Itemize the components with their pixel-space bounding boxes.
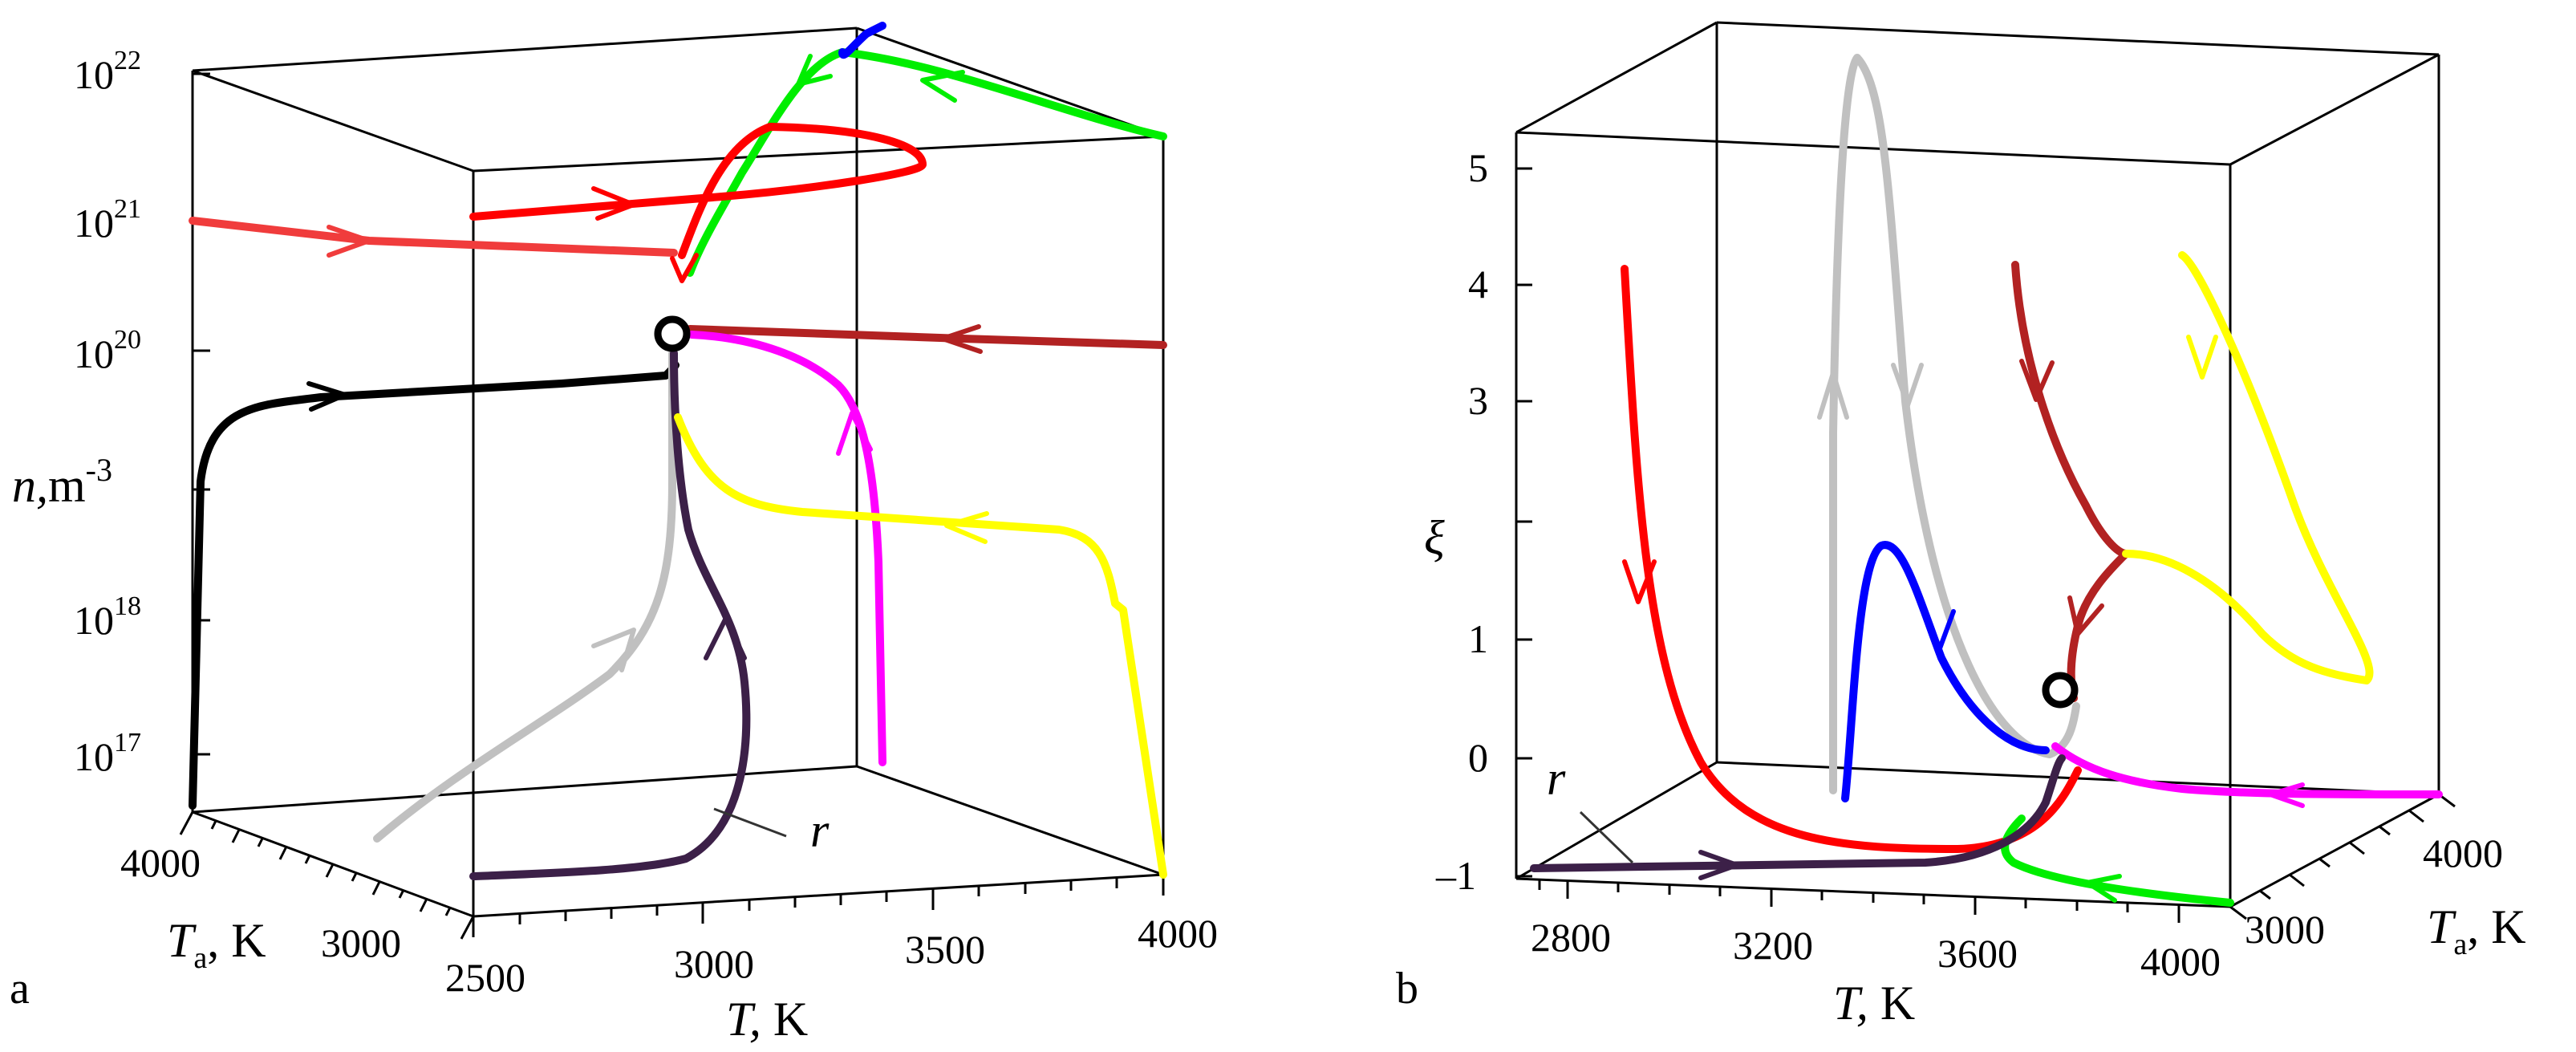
- panel-a-z-tick-label: 1018: [74, 591, 141, 643]
- panel-b-y-ticks: [2229, 793, 2456, 920]
- a-series-blue: [838, 22, 886, 59]
- a-series-purple-r: [469, 349, 751, 880]
- b-fixed-point: [2042, 672, 2079, 709]
- b-arrow-brown-2: [2067, 595, 2104, 636]
- panel-b-z-tick-label: –1: [1435, 853, 1476, 898]
- panel-a-z-axis-label: n,m-3: [12, 452, 112, 512]
- a-series-gray: [373, 349, 676, 843]
- panel-a-x-tick-label: 2500: [445, 955, 525, 1000]
- panel-b-z-tick-label: 5: [1468, 145, 1488, 190]
- panel-b-z-tick-label: 4: [1468, 262, 1488, 307]
- b-series-yellow: [2122, 251, 2374, 684]
- panel-b-z-tick-label: 1: [1468, 616, 1488, 661]
- panel-a: 1022 1021 1020 1018 1017 n,m-3 2500 300: [10, 22, 1218, 1046]
- b-arrow-gray-up: [1817, 371, 1849, 420]
- a-arrow-red-upper: [591, 186, 636, 221]
- panel-b-x-axis-label: T, K: [1833, 977, 1915, 1030]
- a-arrow-magenta: [836, 411, 873, 456]
- a-series-yellow: [674, 413, 1167, 879]
- panel-a-annotation-line: [713, 807, 787, 838]
- panel-a-z-tick-label: 1021: [74, 194, 141, 246]
- a-arrow-green: [920, 70, 965, 103]
- panel-b-annotation-line: [1579, 810, 1634, 864]
- a-arrow-red-left: [327, 225, 371, 258]
- panel-b-series: [1530, 54, 2443, 907]
- b-arrow-green: [2085, 874, 2122, 903]
- a-arrow-purple: [704, 615, 747, 660]
- panel-b-z-axis-label: ξ: [1424, 511, 1445, 564]
- panel-a-y-ticks: [179, 811, 475, 940]
- a-arrow-gray: [591, 628, 636, 672]
- panel-a-x-ticks: [472, 875, 1165, 937]
- panel-b-box: [1515, 21, 2440, 908]
- panel-b-x-tick-label: 3200: [1733, 923, 1813, 968]
- a-fixed-point: [654, 315, 691, 352]
- b-arrow-red: [1622, 559, 1657, 604]
- b-arrow-magenta: [2268, 782, 2305, 808]
- a-series-black: [189, 361, 679, 810]
- a-series-magenta: [688, 331, 886, 766]
- panel-a-box: [191, 26, 1165, 918]
- panel-a-label: a: [10, 964, 30, 1013]
- b-series-green: [2001, 814, 2234, 907]
- panel-b-arrows: [1622, 335, 2305, 903]
- a-series-brown: [686, 325, 1167, 349]
- panel-a-series: [189, 22, 1167, 880]
- panel-a-z-tick-label: 1020: [74, 325, 141, 376]
- panel-b-label: b: [1396, 964, 1418, 1013]
- a-arrow-yellow: [944, 511, 989, 544]
- b-arrow-purple: [1698, 850, 1739, 880]
- a-arrow-brown: [940, 324, 983, 354]
- panel-a-x-axis-label: T, K: [726, 993, 808, 1046]
- panel-b: 5 4 3 1 0 –1 ξ 2800 3200 3600 4000 T, K: [1396, 21, 2526, 1030]
- panel-b-x-tick-label: 3600: [1937, 931, 2018, 976]
- a-arrow-red-tip: [670, 253, 699, 283]
- panel-a-x-tick-label: 3500: [905, 927, 985, 972]
- panel-a-x-tick-label: 3000: [674, 941, 754, 986]
- b-series-purple-r: [1530, 754, 2066, 872]
- panel-b-y-tick-label: 4000: [2423, 831, 2503, 875]
- a-series-green: [686, 48, 1167, 277]
- panel-a-z-tick-label: 1022: [74, 46, 141, 97]
- panel-a-z-tick-label: 1017: [74, 728, 141, 779]
- panel-b-y-axis-label: Ta, K: [2427, 900, 2526, 961]
- panel-a-annotation-r: r: [810, 804, 830, 857]
- a-arrow-black: [306, 381, 347, 412]
- panel-b-x-tick-label: 4000: [2140, 939, 2221, 984]
- a-arrow-green-2: [796, 54, 833, 87]
- a-series-red-upper: [469, 123, 927, 259]
- b-arrow-brown: [2019, 359, 2055, 402]
- panel-b-z-tick-label: 0: [1468, 735, 1488, 780]
- panel-b-x-ticks: [1538, 880, 2180, 923]
- panel-b-z-ticks: [1516, 167, 1532, 878]
- panel-b-y-tick-label: 3000: [2245, 907, 2325, 952]
- b-series-blue: [1841, 541, 2050, 802]
- panel-a-y-axis-label: Ta, K: [167, 914, 266, 975]
- panel-b-annotation-r: r: [1547, 752, 1566, 805]
- panel-a-x-tick-label: 4000: [1138, 911, 1218, 956]
- b-arrow-blue: [1921, 609, 1956, 651]
- panel-a-y-tick-label: 4000: [120, 840, 201, 885]
- panel-b-x-tick-label: 2800: [1531, 915, 1611, 960]
- b-series-brown: [2011, 261, 2130, 702]
- panel-a-arrows: [306, 54, 989, 672]
- a-series-red-left: [189, 217, 678, 257]
- b-arrow-yellow: [2186, 335, 2218, 380]
- b-arrow-gray-down: [1891, 363, 1924, 408]
- panel-a-y-tick-label: 3000: [321, 920, 401, 965]
- panel-b-z-tick-label: 3: [1468, 378, 1488, 423]
- b-series-magenta: [2051, 742, 2443, 798]
